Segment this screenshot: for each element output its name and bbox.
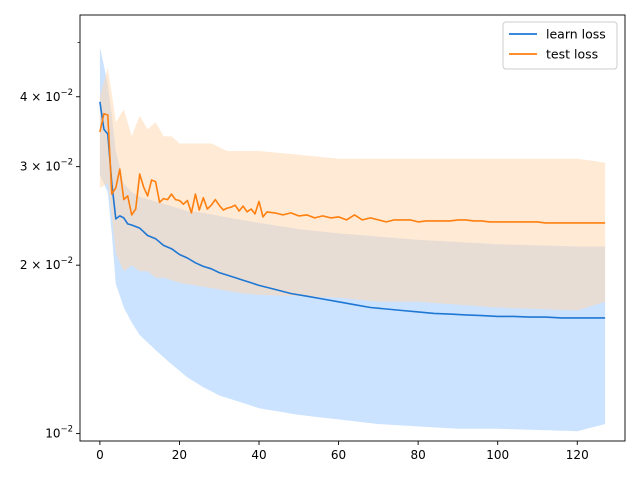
y-tick-label: 10−2 (45, 425, 73, 441)
confidence-bands (99, 47, 606, 432)
x-tick-label: 0 (96, 448, 104, 462)
band-test-loss (99, 68, 606, 311)
series-lines (99, 101, 606, 319)
x-tick-label: 100 (486, 448, 509, 462)
x-tick-label: 20 (172, 448, 187, 462)
y-tick-label: 4 × 10−2 (20, 88, 73, 104)
x-tick-label: 60 (331, 448, 346, 462)
line-test-loss (99, 112, 606, 224)
legend-label: test loss (546, 47, 598, 62)
line-learn-loss (99, 101, 606, 319)
x-tick-label: 80 (410, 448, 425, 462)
legend: learn loss test loss (502, 21, 618, 70)
legend-label: learn loss (546, 27, 606, 42)
x-tick-label: 120 (566, 448, 589, 462)
x-tick-label: 40 (251, 448, 266, 462)
y-tick-label: 2 × 10−2 (20, 256, 73, 272)
axes: 0 20 40 60 80 100 120 10−2 2 × 10−2 3 × 10−2 4 × 1… (20, 14, 626, 462)
y-tick-label: 3 × 10−2 (20, 158, 73, 174)
plot-frame (79, 14, 626, 442)
